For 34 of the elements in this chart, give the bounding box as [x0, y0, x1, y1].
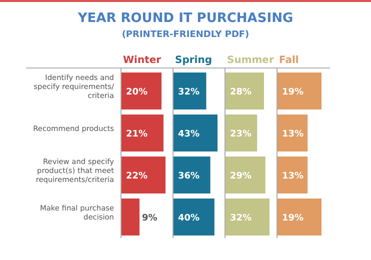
bar: [122, 72, 162, 110]
bar: [122, 198, 140, 236]
bar: [122, 156, 166, 194]
data-label: 13%: [282, 129, 304, 140]
data-label: 32%: [230, 213, 252, 224]
series-label: Summer: [227, 55, 274, 66]
data-label: 40%: [178, 213, 200, 224]
data-label: 43%: [178, 129, 200, 140]
data-label: 36%: [178, 171, 200, 182]
data-label: 19%: [282, 213, 304, 224]
data-label: 19%: [282, 87, 304, 98]
data-label: 20%: [126, 87, 148, 98]
data-label: 23%: [230, 129, 252, 140]
chart-title: YEAR ROUND IT PURCHASING: [76, 11, 294, 26]
series-label: Fall: [279, 55, 299, 66]
data-label: 9%: [142, 213, 158, 224]
bar: [174, 114, 218, 152]
text: (PRINTER-FRIENDLY PDF): [122, 30, 250, 40]
bar: [174, 156, 210, 194]
data-label: 28%: [230, 87, 252, 98]
series-label: Winter: [123, 55, 162, 66]
bar: [226, 156, 266, 194]
bar: [174, 72, 206, 110]
data-label: 21%: [126, 129, 148, 140]
data-label: 29%: [230, 171, 252, 182]
bar: [226, 72, 264, 110]
bar: [122, 114, 164, 152]
bar: [226, 198, 270, 236]
bar: [226, 114, 258, 152]
data-label: 22%: [126, 171, 148, 182]
data-label: 13%: [282, 171, 304, 182]
bar: [174, 198, 214, 236]
series-label: Spring: [175, 55, 212, 66]
data-label: 32%: [178, 87, 200, 98]
